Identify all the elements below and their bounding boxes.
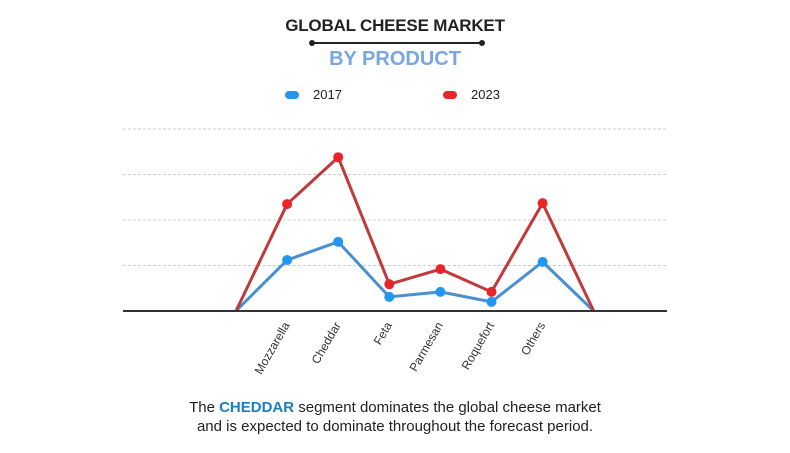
footer-note: The CHEDDAR segment dominates the global… <box>0 398 790 436</box>
data-point-2023-Mozzarella <box>282 199 293 210</box>
data-point-2017-Others <box>537 256 548 267</box>
footer-text: The <box>189 399 220 416</box>
line-chart: Mozzarella Cheddar Feta Parmesan Roquefort Ot… <box>123 128 667 377</box>
legend-label: 2017 <box>313 87 342 102</box>
footer-text-line2: and is expected to dominate throughout t… <box>196 418 594 435</box>
x-tick-label: Others <box>518 320 548 358</box>
x-tick-label: Parmesan <box>407 320 446 374</box>
data-point-2017-Mozzarella <box>282 255 293 266</box>
footer-highlight: CHEDDAR <box>219 399 295 416</box>
x-tick-label: Feta <box>371 319 395 347</box>
x-tick-label: Roquefort <box>459 319 498 372</box>
data-point-2017-Roquefort <box>486 296 497 307</box>
legend-label: 2023 <box>471 87 500 102</box>
legend-swatch <box>443 90 457 99</box>
data-point-2023-Roquefort <box>486 286 497 297</box>
legend-swatch <box>285 90 299 99</box>
legend-item-2017: 2017 <box>285 87 342 102</box>
chart-subtitle: BY PRODUCT <box>329 48 461 70</box>
data-point-2017-Feta <box>384 291 395 302</box>
footer-text: segment dominates the global cheese mark… <box>294 399 601 416</box>
data-point-2017-Parmesan <box>435 286 446 297</box>
data-point-2023-Feta <box>384 279 395 290</box>
legend-item-2023: 2023 <box>443 87 500 102</box>
title-divider <box>309 40 485 46</box>
data-point-2017-Cheddar <box>333 236 344 247</box>
chart-title: GLOBAL CHEESE MARKET <box>285 16 505 35</box>
data-point-2023-Parmesan <box>435 264 446 275</box>
series-line-2017 <box>234 240 595 313</box>
x-tick-label: Mozzarella <box>252 319 293 377</box>
x-tick-label: Cheddar <box>309 319 344 366</box>
series-line-2023 <box>234 155 596 312</box>
data-point-2023-Others <box>537 198 548 209</box>
data-point-2023-Cheddar <box>333 152 344 163</box>
